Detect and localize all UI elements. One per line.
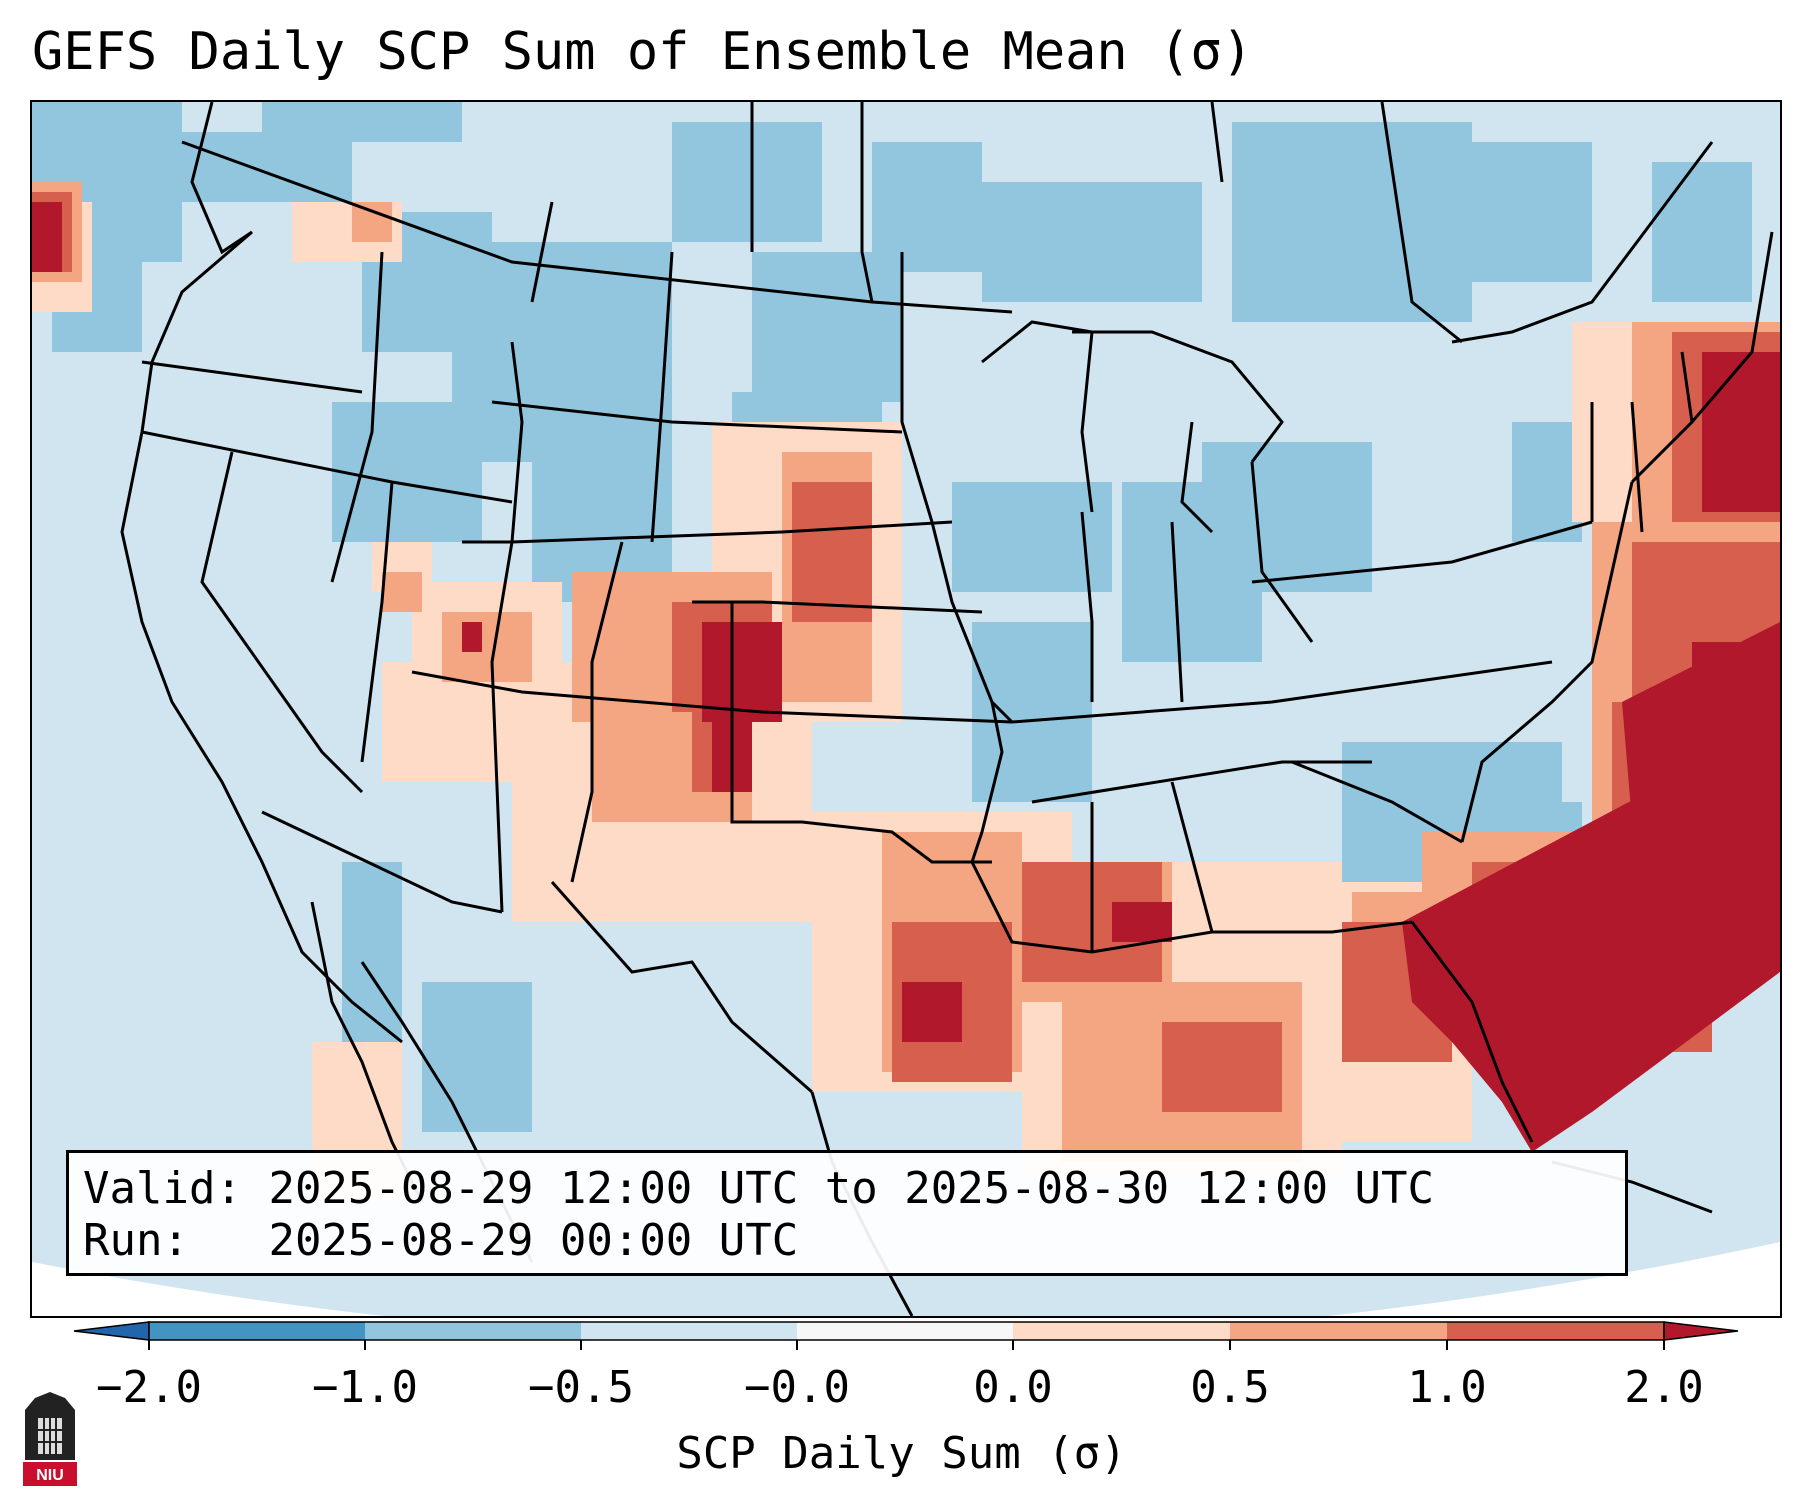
valid-line: Valid: 2025-08-29 12:00 UTC to 2025-08-3… xyxy=(83,1163,1434,1214)
map-panel[interactable] xyxy=(30,100,1782,1318)
light-blue-patches xyxy=(32,102,1752,1132)
logo-text: NIU xyxy=(36,1467,64,1484)
colorbar-bin xyxy=(581,1322,797,1340)
colorbar-tick-label: −2.0 xyxy=(96,1362,202,1413)
political-borders xyxy=(120,102,1774,1143)
colorbar-tick-label: −0.0 xyxy=(744,1362,850,1413)
projection-edge-bottom xyxy=(32,1242,1780,1316)
colorbar-tick-label: 0.0 xyxy=(973,1362,1053,1413)
colorbar-bin xyxy=(149,1322,365,1340)
colorbar-bin xyxy=(797,1322,1013,1340)
colorbar-tick-label: −1.0 xyxy=(312,1362,418,1413)
valid-label: Valid: xyxy=(83,1163,242,1214)
colorbar-tick-label: 0.5 xyxy=(1190,1362,1270,1413)
colorbar-bin xyxy=(365,1322,581,1340)
scp-map xyxy=(32,102,1780,1316)
colorbar-title: SCP Daily Sum (σ) xyxy=(676,1428,1127,1479)
run-line: Run: 2025-08-29 00:00 UTC xyxy=(83,1215,798,1266)
colorbar-bin xyxy=(1447,1322,1664,1340)
colorbar-tick-label: 1.0 xyxy=(1407,1362,1487,1413)
run-label: Run: xyxy=(83,1215,189,1266)
colorbar xyxy=(73,1321,1739,1350)
colorbar-bin xyxy=(1230,1322,1447,1340)
colorbar-tick-label: 2.0 xyxy=(1624,1362,1704,1413)
run-value: 2025-08-29 00:00 UTC xyxy=(268,1215,799,1266)
colorbar-tick-label: −0.5 xyxy=(528,1362,634,1413)
validity-info-box: Valid: 2025-08-29 12:00 UTC to 2025-08-3… xyxy=(66,1150,1628,1276)
colorbar-outline xyxy=(148,1321,1665,1341)
colorbar-bin xyxy=(1013,1322,1230,1340)
map-title: GEFS Daily SCP Sum of Ensemble Mean (σ) xyxy=(32,22,1253,82)
colorbar-extend-high xyxy=(1663,1321,1739,1341)
anomaly-dark-red xyxy=(32,202,1780,1152)
colorbar-extend-low xyxy=(73,1321,150,1341)
valid-value: 2025-08-29 12:00 UTC to 2025-08-30 12:00… xyxy=(268,1163,1435,1214)
niu-logo: NIU xyxy=(23,1392,77,1486)
